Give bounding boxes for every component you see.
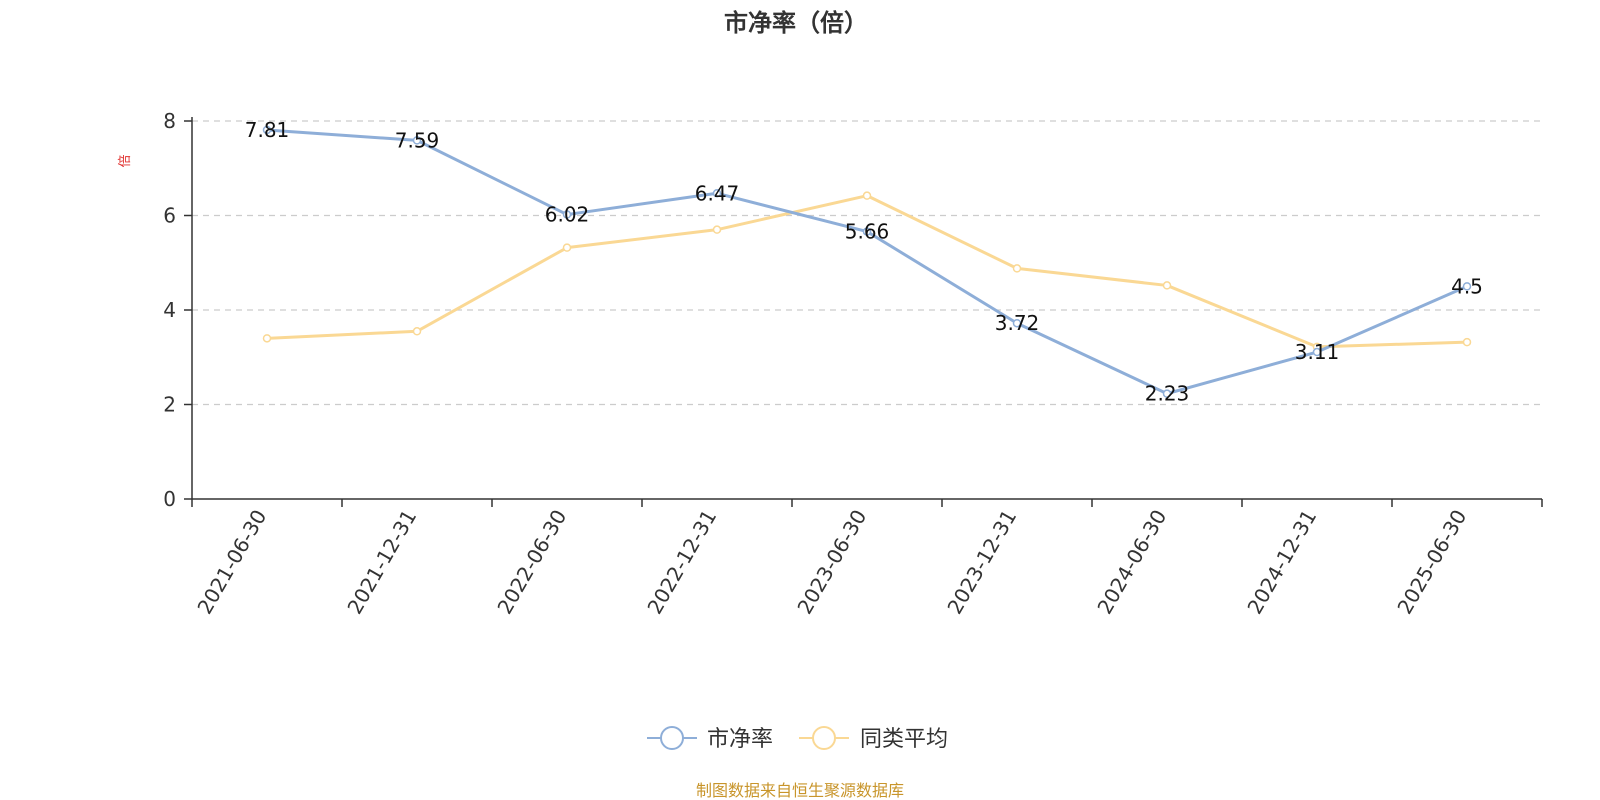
data-label-pb: 4.5 (1451, 274, 1483, 298)
data-point-peer-avg[interactable] (1012, 264, 1022, 273)
series-lines (262, 125, 1472, 398)
y-tick-label: 4 (163, 298, 176, 322)
data-point-pb[interactable] (1462, 282, 1472, 291)
data-point-peer-avg[interactable] (1162, 281, 1172, 290)
data-source-note: 制图数据来自恒生聚源数据库 (696, 781, 904, 800)
y-tick-label: 8 (163, 109, 176, 133)
data-label-pb: 7.59 (395, 128, 440, 152)
series-line-peer-avg (266, 194, 1468, 349)
data-point-pb[interactable] (412, 136, 422, 145)
legend-item-peer-avg[interactable]: 同类平均 (799, 726, 948, 752)
legend-label-peer-avg: 同类平均 (860, 727, 948, 752)
y-axis-unit: 倍 (118, 154, 133, 167)
data-label-pb: 3.11 (1295, 340, 1340, 364)
legend: 市净率 同类平均 (647, 726, 948, 752)
data-point-peer-avg[interactable] (862, 191, 872, 200)
legend-item-pb[interactable]: 市净率 (647, 726, 773, 752)
x-tick-label: 2023-12-31 (942, 506, 1021, 619)
data-point-peer-avg[interactable] (262, 334, 272, 343)
data-point-peer-avg[interactable] (712, 225, 722, 234)
chart-title: 市净率（倍） (724, 9, 868, 37)
legend-marker-pb (660, 726, 684, 750)
series-line-pb (266, 128, 1468, 396)
legend-label-pb: 市净率 (707, 727, 773, 752)
data-label-pb: 7.81 (245, 118, 290, 142)
x-tick-label: 2024-06-30 (1092, 506, 1171, 619)
y-tick-label: 6 (163, 204, 176, 228)
data-label-pb: 3.72 (995, 311, 1040, 335)
data-point-pb[interactable] (262, 125, 272, 135)
data-label-pb: 2.23 (1145, 382, 1190, 406)
x-tick-label: 2021-06-30 (192, 506, 271, 619)
x-tick-label: 2023-06-30 (792, 506, 871, 619)
data-point-pb[interactable] (562, 210, 572, 219)
data-point-peer-avg[interactable] (1462, 337, 1472, 347)
legend-marker-peer-avg (812, 726, 836, 750)
x-tick-label: 2022-06-30 (492, 506, 571, 619)
data-label-pb: 6.02 (545, 203, 590, 227)
data-point-pb[interactable] (712, 189, 722, 198)
x-tick-label: 2022-12-31 (642, 506, 721, 619)
grid-lines (192, 120, 1542, 406)
data-point-pb[interactable] (862, 227, 872, 236)
data-point-pb[interactable] (1012, 318, 1022, 328)
data-point-peer-avg[interactable] (412, 327, 422, 336)
data-point-pb[interactable] (1162, 389, 1172, 398)
y-tick-label: 0 (163, 487, 176, 511)
x-tick-label: 2024-12-31 (1242, 506, 1321, 619)
data-point-peer-avg[interactable] (562, 243, 572, 252)
data-label-pb: 6.47 (695, 181, 740, 205)
data-labels: 7.81 7.59 6.02 6.47 5.66 3.72 2.23 3.11 4.5 (245, 118, 1483, 406)
x-tick-label: 2021-12-31 (342, 506, 421, 619)
x-tick-label: 2025-06-30 (1392, 506, 1471, 619)
data-point-pb[interactable] (1312, 347, 1322, 357)
data-label-pb: 5.66 (845, 220, 890, 244)
y-tick-label: 2 (163, 393, 176, 417)
